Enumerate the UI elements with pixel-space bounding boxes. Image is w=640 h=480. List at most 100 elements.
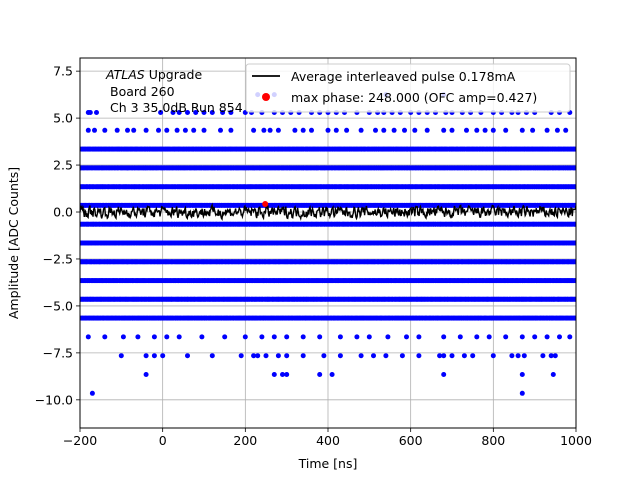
sample-point bbox=[292, 127, 298, 133]
y-tick-label: −2.5 bbox=[43, 251, 73, 266]
sample-point bbox=[164, 334, 170, 340]
sample-point bbox=[191, 127, 197, 133]
sample-point bbox=[424, 127, 430, 133]
sample-point bbox=[366, 334, 372, 340]
sample-point bbox=[284, 334, 290, 340]
sample-point bbox=[391, 127, 397, 133]
x-tick-label: 0 bbox=[159, 433, 167, 448]
sample-point bbox=[92, 127, 97, 133]
sample-point bbox=[275, 127, 281, 133]
sample-point bbox=[449, 353, 455, 359]
sample-point bbox=[337, 334, 343, 340]
sample-point bbox=[416, 334, 422, 340]
sample-point bbox=[238, 353, 244, 359]
sample-point bbox=[383, 353, 389, 359]
sample-point bbox=[317, 334, 323, 340]
sample-point bbox=[474, 334, 480, 340]
sample-point bbox=[284, 353, 290, 359]
sample-point bbox=[199, 334, 205, 340]
sample-point bbox=[218, 127, 223, 133]
sample-point bbox=[464, 127, 469, 133]
sample-point bbox=[87, 110, 93, 115]
sample-point bbox=[151, 353, 157, 359]
max-phase-point bbox=[262, 201, 269, 207]
sample-point bbox=[201, 127, 207, 133]
sample-point bbox=[532, 334, 538, 340]
sample-point bbox=[102, 127, 108, 133]
sample-point bbox=[470, 353, 476, 359]
sample-point bbox=[402, 127, 407, 133]
annotation-atlas: ATLAS bbox=[105, 67, 145, 82]
sample-point bbox=[89, 390, 95, 396]
sample-point bbox=[120, 334, 126, 340]
sample-point bbox=[519, 390, 525, 396]
sample-point bbox=[174, 127, 180, 133]
sample-point bbox=[114, 127, 120, 133]
sample-point bbox=[441, 127, 447, 133]
sample-point bbox=[143, 372, 149, 377]
sample-point bbox=[461, 353, 467, 359]
sample-point bbox=[544, 127, 550, 133]
sample-point bbox=[329, 372, 335, 377]
sample-point bbox=[482, 127, 488, 133]
sample-point bbox=[509, 353, 515, 359]
sample-point bbox=[185, 353, 190, 359]
sample-point bbox=[521, 353, 527, 359]
sample-point bbox=[441, 334, 447, 340]
sample-point bbox=[573, 315, 576, 321]
sample-point bbox=[567, 334, 573, 340]
sample-point bbox=[371, 353, 376, 359]
sample-point bbox=[530, 127, 536, 133]
sample-point bbox=[263, 353, 269, 359]
sample-point bbox=[118, 353, 124, 359]
x-axis-label: Time [ns] bbox=[298, 456, 358, 471]
sample-point bbox=[321, 353, 327, 359]
sample-point bbox=[317, 372, 323, 377]
sample-point bbox=[404, 334, 409, 340]
sample-point bbox=[135, 334, 141, 340]
sample-point bbox=[354, 334, 360, 340]
sample-point bbox=[373, 127, 378, 133]
sample-point bbox=[242, 334, 248, 340]
sample-point bbox=[449, 127, 455, 133]
sample-point bbox=[300, 127, 306, 133]
legend-dot-marker bbox=[262, 93, 270, 101]
sample-point bbox=[457, 334, 463, 340]
x-tick-label: 800 bbox=[481, 433, 505, 448]
annotation-board: Board 260 bbox=[110, 84, 175, 99]
y-tick-label: −7.5 bbox=[43, 345, 73, 360]
sample-point bbox=[164, 127, 170, 133]
x-tick-label: 400 bbox=[316, 433, 340, 448]
y-tick-label: 7.5 bbox=[53, 64, 73, 79]
sample-point bbox=[131, 127, 137, 133]
sample-point bbox=[284, 372, 290, 377]
y-axis-label: Amplitude [ADC Counts] bbox=[6, 167, 21, 319]
sample-point bbox=[275, 353, 281, 359]
sample-point bbox=[552, 353, 558, 359]
sample-point bbox=[519, 127, 525, 133]
sample-point bbox=[385, 334, 391, 340]
sample-point bbox=[176, 334, 182, 340]
sample-point bbox=[85, 127, 91, 133]
sample-point bbox=[503, 334, 509, 340]
annotation-channel-run: Ch 3 35.0dB Run 854 bbox=[110, 100, 243, 115]
sample-point bbox=[325, 127, 331, 133]
sample-point bbox=[259, 334, 265, 340]
sample-point bbox=[125, 127, 130, 133]
sample-point bbox=[255, 353, 261, 359]
y-tick-label: 2.5 bbox=[53, 158, 73, 173]
sample-point bbox=[309, 127, 314, 133]
annotation-upgrade: Upgrade bbox=[145, 67, 203, 82]
sample-point bbox=[151, 334, 157, 340]
sample-point bbox=[85, 334, 91, 340]
x-tick-label: 1000 bbox=[560, 433, 592, 448]
sample-point bbox=[333, 127, 339, 133]
sample-point bbox=[222, 334, 228, 340]
x-tick-label: 600 bbox=[399, 433, 423, 448]
sample-point bbox=[399, 353, 405, 359]
sample-point bbox=[143, 353, 149, 359]
legend-label-max-phase: max phase: 248.000 (OFC amp=0.427) bbox=[291, 90, 537, 105]
x-tick-label: −200 bbox=[63, 433, 97, 448]
dense-sample-bands bbox=[80, 146, 576, 321]
